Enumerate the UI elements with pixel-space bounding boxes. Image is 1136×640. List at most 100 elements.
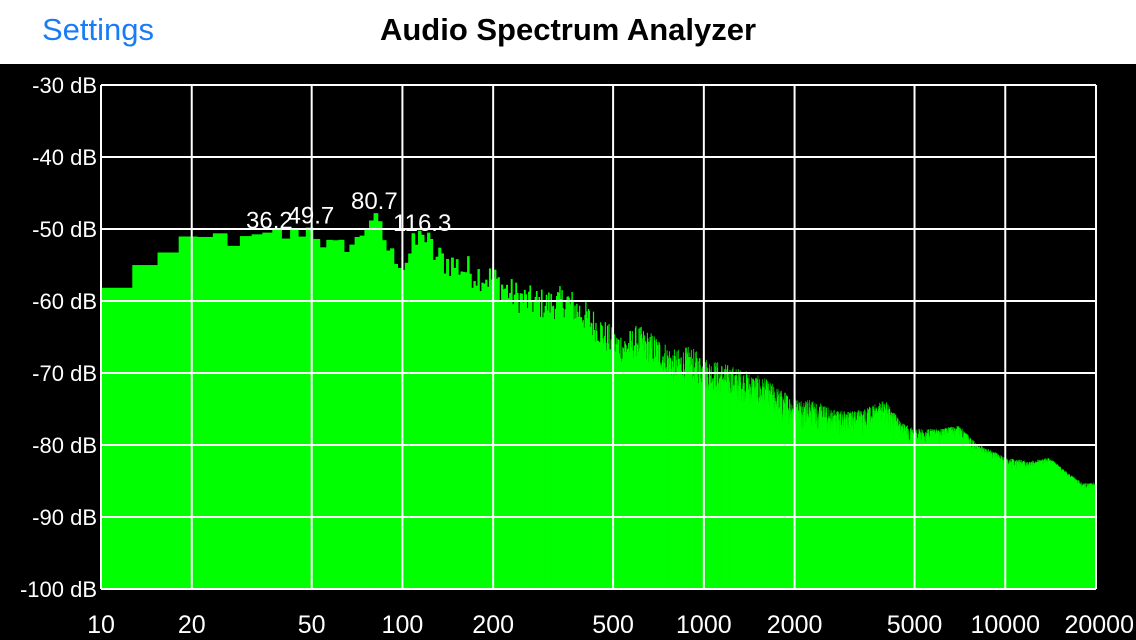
spectrum-bar-13 — [298, 236, 307, 589]
spectrum-bar-10 — [272, 229, 282, 590]
spectrum-bar-76 — [502, 289, 505, 589]
spectrum-bar-117 — [557, 292, 559, 589]
spectrum-bar-63 — [479, 291, 482, 589]
spectrum-bar-103 — [540, 289, 543, 589]
spectrum-bar-285 — [671, 375, 673, 589]
spectrum-bar-55 — [462, 271, 466, 589]
spectrum-bar-8 — [251, 234, 263, 589]
spectrum-bar-210 — [631, 331, 633, 589]
spectrum-bar-305 — [680, 364, 681, 589]
spectrum-bar-1 — [132, 265, 158, 589]
spectrum-bar-170 — [604, 322, 606, 589]
spectrum-bar-73 — [497, 277, 500, 589]
spectrum-bar-26 — [373, 213, 379, 589]
spectrum-bar-133 — [573, 319, 575, 589]
spectrum-bar-141 — [580, 317, 583, 589]
spectrum-bar-215 — [634, 327, 636, 589]
spectrum-bar-280 — [668, 351, 670, 589]
spectrum-bar-42 — [429, 238, 434, 589]
spectrum-bar-264 — [661, 363, 663, 589]
spectrum-bar-53 — [458, 274, 461, 589]
spectrum-bar-119 — [559, 286, 561, 589]
spectrum-bar-203 — [627, 348, 629, 589]
spectrum-bar-224 — [640, 335, 642, 589]
spectrum-bar-101 — [538, 296, 541, 589]
spectrum-bar-214 — [634, 345, 636, 589]
spectrum-bar-230 — [643, 350, 645, 589]
spectrum-bar-229 — [643, 331, 644, 589]
spectrum-bar-283 — [670, 358, 672, 589]
spectrum-bar-247 — [652, 361, 654, 589]
spectrum-bar-209 — [631, 347, 633, 589]
spectrum-bar-289 — [673, 367, 674, 589]
spectrum-bar-79 — [507, 298, 510, 589]
spectrum-bar-93 — [528, 291, 530, 589]
spectrum-bar-185 — [615, 344, 617, 589]
spectrum-bar-84 — [515, 282, 518, 589]
spectrum-bar-320 — [686, 347, 688, 589]
spectrum-bar-2 — [157, 252, 180, 590]
spectrum-bar-18 — [332, 240, 339, 589]
spectrum-bar-310 — [682, 378, 683, 589]
spectrum-bar-196 — [622, 348, 625, 589]
spectrum-bar-253 — [655, 339, 657, 589]
spectrum-bar-191 — [619, 357, 621, 589]
spectrum-bar-329 — [689, 366, 691, 589]
spectrum-bar-237 — [647, 338, 649, 589]
spectrum-bar-308 — [681, 371, 683, 589]
spectrum-bar-49 — [448, 276, 452, 589]
spectrum-bar-296 — [676, 359, 677, 589]
spectrum-bar-272 — [665, 368, 667, 589]
spectrum-bar-207 — [630, 330, 632, 589]
spectrum-bar-313 — [683, 363, 685, 589]
spectrum-bar-162 — [598, 341, 600, 589]
spectrum-bar-266 — [662, 356, 664, 589]
spectrum-bar-277 — [667, 355, 669, 589]
spectrum-bar-178 — [610, 339, 612, 589]
spectrum-bar-102 — [539, 316, 542, 589]
spectrum-bar-262 — [660, 365, 662, 589]
spectrum-bar-20 — [344, 252, 350, 589]
spectrum-bar-297 — [676, 351, 678, 589]
spectrum-bar-81 — [510, 279, 513, 589]
spectrum-bar-218 — [636, 343, 638, 589]
spectrum-bar-88 — [521, 293, 523, 589]
spectrum-bar-16 — [319, 247, 327, 589]
spectrum-bar-151 — [589, 326, 591, 589]
spectrum-bar-156 — [593, 329, 595, 589]
spectrum-bar-246 — [652, 358, 654, 589]
spectrum-bar-164 — [600, 322, 602, 589]
spectrum-bar-22 — [354, 237, 360, 589]
spectrum-bar-9 — [262, 232, 273, 589]
spectrum-bar-255 — [656, 345, 658, 589]
spectrum-bar-114 — [553, 319, 556, 589]
spectrum-bar-30 — [390, 248, 395, 589]
spectrum-bar-301 — [678, 359, 680, 589]
spectrum-bar-160 — [596, 341, 599, 589]
spectrum-bar-274 — [666, 367, 668, 589]
spectrum-bar-212 — [633, 357, 635, 589]
spectrum-bar-168 — [603, 343, 605, 589]
spectrum-bar-291 — [673, 349, 675, 589]
spectrum-bar-86 — [518, 312, 521, 589]
spectrum-bar-152 — [590, 322, 592, 589]
spectrum-bar-304 — [679, 363, 681, 589]
spectrum-bar-157 — [594, 341, 596, 589]
spectrum-bar-258 — [658, 341, 660, 589]
spectrum-bar-267 — [662, 356, 664, 589]
spectrum-bar-249 — [653, 336, 655, 589]
spectrum-bar-260 — [659, 344, 661, 589]
spectrum-bar-241 — [649, 337, 651, 589]
spectrum-bar-134 — [574, 305, 576, 589]
spectrum-bar-256 — [657, 345, 659, 589]
spectrum-bar-131 — [571, 291, 573, 589]
spectrum-bar-228 — [642, 338, 644, 589]
settings-button[interactable]: Settings — [42, 12, 155, 47]
spectrum-bar-137 — [577, 312, 579, 589]
spectrum-bar-142 — [581, 322, 584, 589]
spectrum-bar-75 — [501, 284, 504, 589]
spectrum-bar-158 — [595, 322, 597, 589]
spectrum-bar-24 — [364, 229, 370, 589]
spectrum-bar-194 — [621, 358, 623, 589]
